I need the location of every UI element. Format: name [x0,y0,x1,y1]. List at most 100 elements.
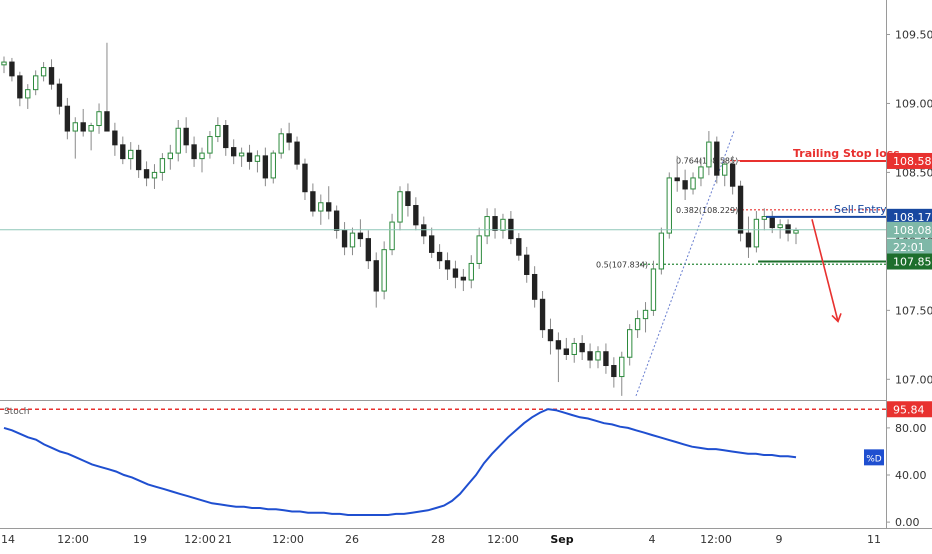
candle [96,103,102,134]
candle [128,142,134,170]
time-tick-label: 4 [649,533,656,546]
candle [373,252,379,308]
candle-body [254,155,261,162]
candle-body [143,169,150,179]
candle [365,230,371,269]
candle-body [492,216,498,231]
candle [500,213,506,239]
candle-body [349,232,356,248]
candle [143,161,150,187]
candle [175,120,181,162]
candle [254,150,261,173]
candle-body [17,75,23,99]
candle [40,62,47,82]
candle [563,337,569,360]
candle-body [159,158,166,173]
candle [761,208,767,231]
time-tick-label: 12:00 [700,533,732,546]
candle-body [603,351,609,367]
candle-body [508,218,514,240]
candle [120,136,126,165]
price-badge-box [887,221,932,238]
candle-body [429,235,435,253]
candle-body [444,260,451,270]
candle [72,117,78,159]
candle [9,57,15,82]
time-tick-label: 28 [431,533,445,546]
candle [199,147,205,173]
candle-body [595,351,601,361]
candle [302,158,308,200]
candle [460,268,467,292]
candle [286,122,292,151]
candle [531,266,538,308]
candle [745,216,752,258]
candle [753,211,760,253]
candle-body [318,202,324,212]
candle [492,208,498,239]
candle [405,183,411,217]
candle-body [310,191,316,212]
candle-body [191,144,197,160]
candle [674,155,680,192]
price-badge-label: 108.178 [893,211,932,224]
candle-body [302,163,308,193]
candle [231,139,237,165]
candle-body [516,238,522,256]
candle-body [524,254,530,275]
candle-body [270,152,276,179]
stoch-tick-label: 40.00 [895,469,927,482]
price-badge-box [887,152,932,169]
candle [48,59,55,90]
candle [793,227,799,245]
candle [421,216,427,245]
time-tick-label: Sep [550,533,573,546]
candle [151,164,158,189]
price-badge-label: 107.854 [893,256,932,269]
candle-body [563,348,569,355]
stoch-tick-label: 0.00 [895,516,920,529]
candle [539,291,546,338]
candle-body [389,221,395,251]
candle [484,208,490,245]
candle-body [365,238,371,262]
candle-body [104,111,110,132]
candle-body [753,218,760,248]
candle [64,97,71,140]
candle [737,180,744,242]
candle-body [120,144,126,160]
price-badge: 108.178 [887,208,932,225]
candle-body [223,125,229,149]
candle-body [413,205,419,226]
candle [88,122,94,151]
candle-body [341,229,348,248]
candle [611,357,617,388]
candle-body [690,177,696,190]
candle [627,324,633,366]
candle-body [373,260,379,292]
candle-body [777,224,783,229]
fib-level-label: 0.5(107.834) [596,260,648,269]
candle-body [96,111,102,127]
price-tick-label: 109.500 [895,28,932,41]
candle [436,244,443,269]
stoch-level-badge [887,401,932,418]
candle-body [231,147,237,157]
candle [698,158,704,187]
candle [349,227,356,256]
candle [547,318,554,355]
candle [476,227,482,269]
candle-body [729,163,736,187]
candle [112,122,118,156]
candle [722,158,728,187]
candle-body [262,155,269,179]
price-badge-box [887,238,932,255]
candle [215,117,221,143]
candle-body [619,356,625,378]
candle-body [33,75,39,91]
candle [238,147,245,167]
candle [516,233,522,261]
candle [294,136,300,170]
